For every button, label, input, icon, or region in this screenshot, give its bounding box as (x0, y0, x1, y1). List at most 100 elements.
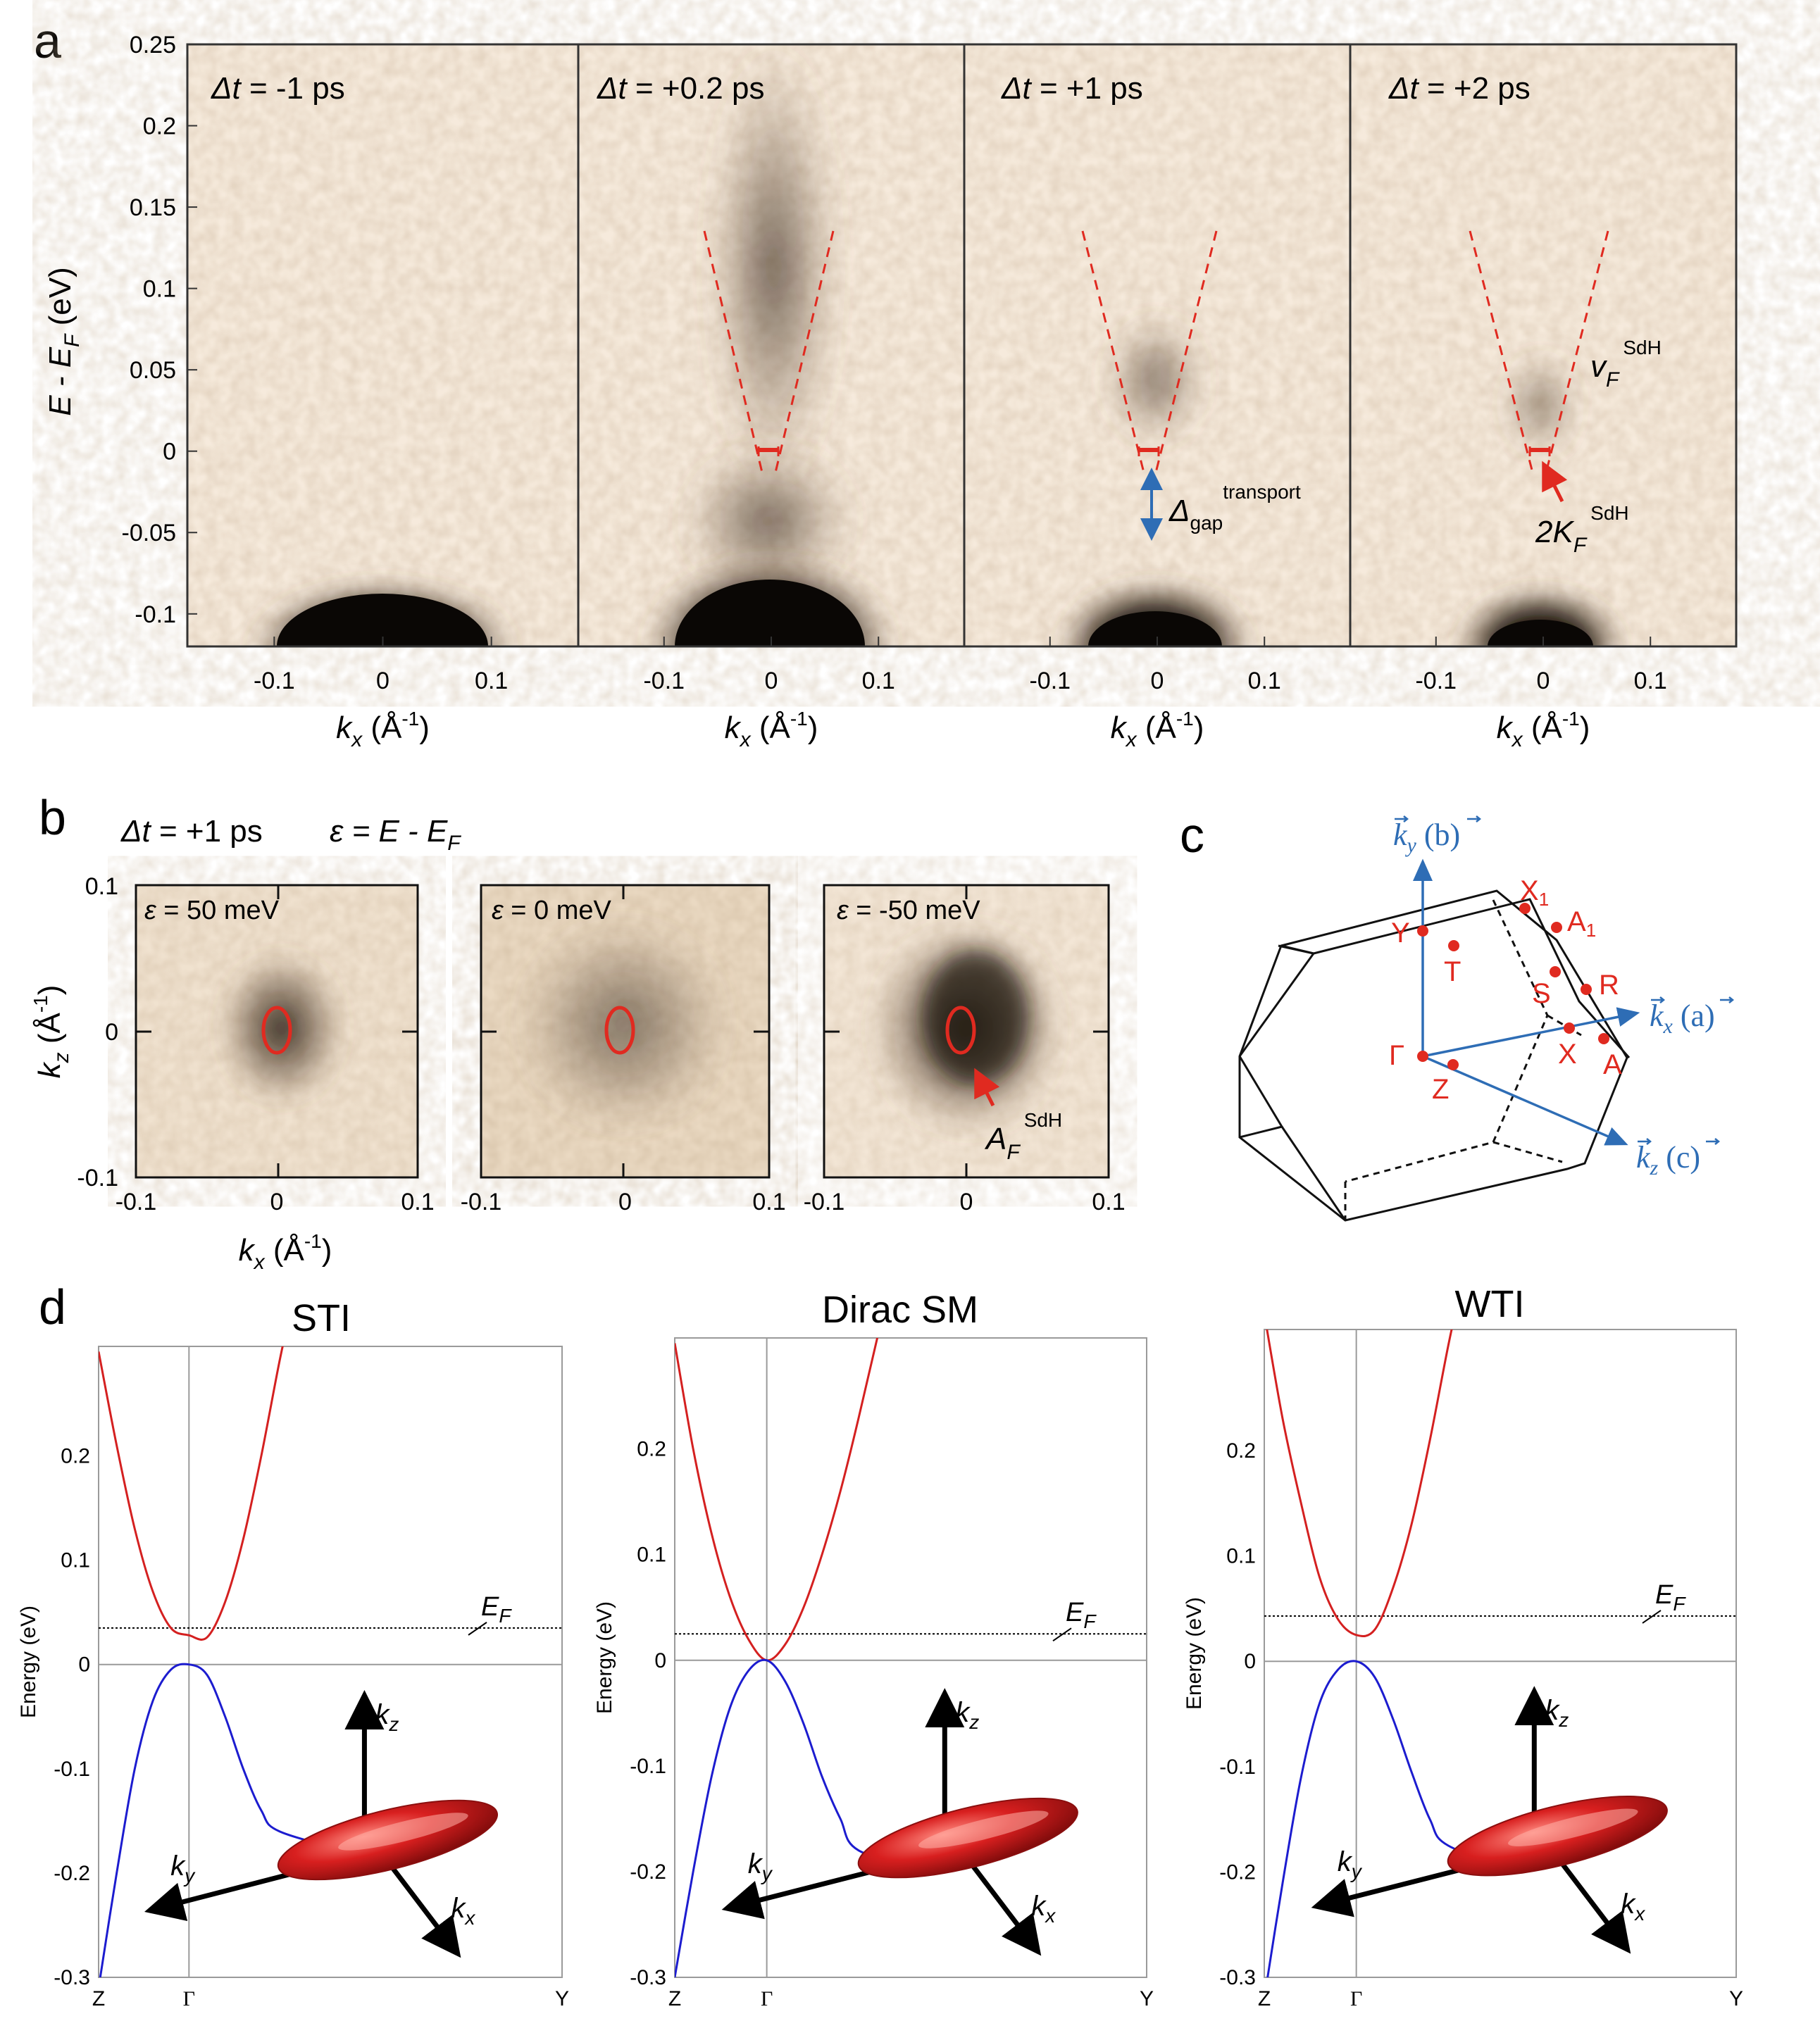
ef-label-leader (1642, 1610, 1662, 1624)
bz-edge (1238, 1056, 1284, 1139)
panel-a-xlabel: kx (Å-1) (1111, 708, 1204, 751)
panel-a-ytick: 0.15 (130, 194, 176, 221)
kz-label: kz (1545, 1695, 1569, 1731)
band-ytick: -0.1 (1219, 1756, 1256, 1779)
band-plot-frame (98, 1346, 563, 1978)
kmap-ytick: 0 (105, 1019, 118, 1046)
panel-a-xtick: 0 (1537, 668, 1550, 694)
kmap-xtick: -0.1 (116, 1189, 157, 1215)
kx-label: kx (1621, 1889, 1645, 1925)
vf-line-left-3 (1469, 230, 1535, 476)
panel-a-xlabel: kx (Å-1) (1497, 708, 1590, 751)
band-xtick: Y (1140, 1987, 1154, 2010)
frame-1-delay: Δt = -1 ps (211, 71, 345, 106)
kf-label: 2KFSdH (1535, 502, 1629, 557)
frame-3-delay: Δt = +1 ps (1001, 71, 1143, 106)
band-ytick: 0.1 (1226, 1545, 1256, 1568)
gamma-label: Γ (1389, 1040, 1404, 1071)
band-ytick: -0.2 (54, 1862, 90, 1885)
panel-a-ylabel: E - EF (eV) (43, 267, 84, 415)
kf-bar-ticks (757, 446, 1551, 456)
band-plot-1: 0.2 0.1 0 -0.1 -0.2 -0.3Z Γ Y Energy (eV) STI EF kz… (17, 1297, 569, 2010)
band-ytick: 0.1 (637, 1544, 666, 1567)
band-ylabel: Energy (eV) (17, 1606, 40, 1718)
band-plot-title: STI (292, 1297, 351, 1339)
bz-outline (1238, 889, 1628, 1222)
band-ylabel: Energy (eV) (1183, 1597, 1206, 1710)
kmap-xtick: -0.1 (461, 1189, 502, 1215)
x-point (1564, 1022, 1575, 1034)
gamma-point (1417, 1051, 1428, 1062)
ky-label: ky (170, 1851, 196, 1887)
panel-b-ylabel: kz (Å-1) (30, 985, 73, 1079)
kz-axis-label: kz (c) (1636, 1140, 1700, 1180)
panel-a-xtick: -0.1 (254, 668, 295, 694)
kmap-ytick: -0.1 (77, 1165, 118, 1191)
panel-a-xlabel: kx (Å-1) (336, 708, 430, 751)
band-xtick: Γ (183, 1987, 195, 2010)
brillouin-zone: ky (b) kx (a) kz (c) Γ Y T X1 A1 (1238, 815, 1735, 1222)
ef-label: EF (1655, 1580, 1686, 1615)
panel-a-xtick: 0 (1151, 668, 1164, 694)
vector-arrow-marks (1395, 815, 1735, 1145)
z-point (1447, 1059, 1459, 1070)
band-ytick: 0 (1244, 1650, 1256, 1673)
panel-d-label: d (39, 1279, 66, 1334)
fermi-surface-3d: kz ky kx (1311, 1686, 1668, 1954)
kmap-xtick: 0.1 (401, 1189, 434, 1215)
x1-label: X1 (1520, 875, 1549, 910)
ef-label: EF (481, 1592, 512, 1627)
panel-a-xtick: 0.1 (475, 668, 508, 694)
band-ytick: 0 (654, 1649, 666, 1672)
kx-axis-label: kx (a) (1650, 999, 1715, 1038)
gap-label: Δgaptransport (1168, 481, 1301, 534)
band-xtick: Z (1258, 1987, 1271, 2010)
panel-a-ytick: 0.1 (143, 276, 176, 303)
band-ytick: -0.3 (1219, 1966, 1256, 1989)
panel-b-delay: Δt = +1 ps (120, 814, 263, 849)
panel-a-xlabel: kx (Å-1) (725, 708, 818, 751)
kmap-xticks: -0.1 0 0.1 -0.1 0 0.1 -0.1 0 0.1 (116, 1189, 1126, 1215)
ef-label-leader (1052, 1627, 1072, 1642)
panel-a-ytick: 0.05 (130, 357, 176, 384)
fermi-surface-3d: kz ky kx (721, 1688, 1078, 1956)
s-point (1550, 966, 1561, 977)
ky-label: ky (1338, 1846, 1363, 1882)
fermi-surface-ellipse-2 (604, 1006, 635, 1055)
arpes-frame-1-intensity (249, 580, 516, 646)
ef-label-leader (468, 1622, 487, 1636)
kz-label: kz (375, 1699, 399, 1735)
panel-a-xtick: 0.1 (1634, 668, 1667, 694)
panel-a-xtick: -0.1 (643, 668, 685, 694)
band-xtick: Y (555, 1987, 569, 2010)
band-plot-title: Dirac SM (822, 1289, 978, 1331)
kmap-xtick: 0 (618, 1189, 632, 1215)
vf-line-right-2 (1154, 230, 1218, 476)
band-ytick: -0.1 (630, 1755, 666, 1778)
panel-b-xlabel: kx (Å-1) (239, 1230, 332, 1274)
fermi-surface-ellipse-1 (261, 1006, 292, 1055)
a1-point (1551, 922, 1562, 933)
panel-a-ytick: 0.25 (130, 32, 176, 58)
kmap-xtick: 0 (960, 1189, 973, 1215)
kz-label: kz (955, 1697, 979, 1733)
band-ytick: 0.1 (61, 1549, 90, 1572)
kmap-1-label: ε = 50 meV (144, 896, 280, 925)
ellipsoid-highlight (1508, 1808, 1638, 1846)
bz-hidden-edge (1345, 899, 1549, 1183)
arpes-noise-texture (187, 44, 1736, 646)
frame-4-delay: Δt = +2 ps (1388, 71, 1531, 106)
band-ytick: -0.3 (54, 1966, 90, 1989)
bz-point-labels: Γ Y T X1 A1 S R X A Z (1389, 875, 1622, 1105)
kx-label: kx (451, 1893, 475, 1929)
bz-hidden-edge (1492, 1141, 1563, 1163)
kmap-ytick: 0.1 (85, 873, 118, 900)
panel-b-eps-def: ε = E - EF (330, 814, 461, 855)
y-point (1417, 925, 1428, 937)
vf-line-left-2 (1081, 230, 1146, 476)
kmap-xtick: 0 (270, 1189, 284, 1215)
panel-b-maps: AFSdH ε = 50 meV ε = 0 meV ε = -50 meV 0… (30, 873, 1126, 1274)
valence-band (675, 1658, 933, 1977)
band-ytick: -0.3 (630, 1966, 666, 1989)
